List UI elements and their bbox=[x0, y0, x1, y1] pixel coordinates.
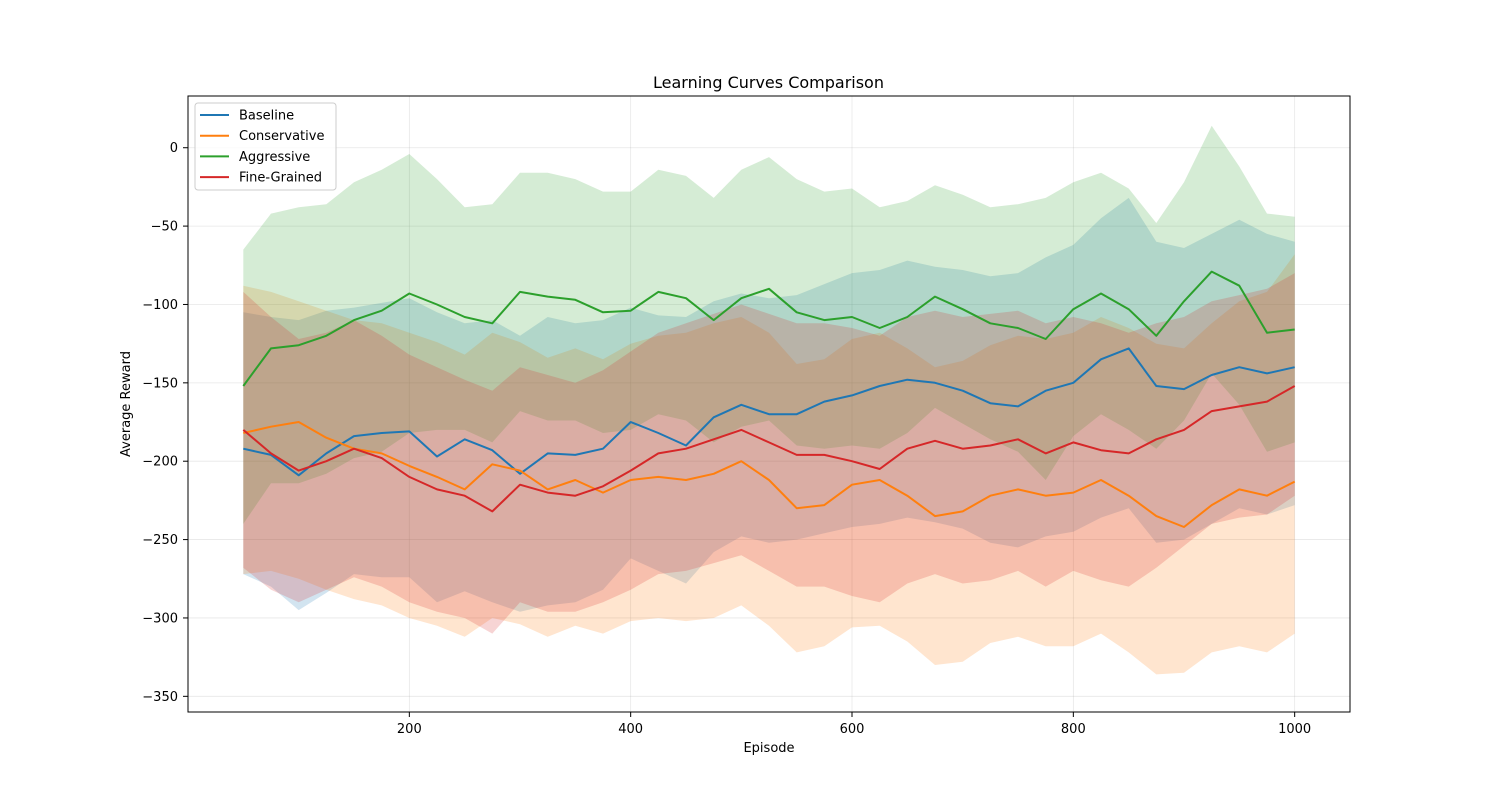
y-tick-label: −300 bbox=[142, 611, 178, 626]
y-axis: 0 −50 −100 −150 −200 −250 −300 −350 bbox=[142, 141, 188, 705]
x-tick-label: 600 bbox=[840, 722, 865, 737]
legend-label-conservative: Conservative bbox=[239, 129, 324, 144]
series-line-aggressive bbox=[242, 270, 1295, 387]
confidence-band-fine-grained bbox=[243, 273, 1295, 634]
confidence-band-baseline bbox=[243, 197, 1295, 612]
y-tick-label: −350 bbox=[142, 690, 178, 705]
x-axis: 200 400 600 800 1000 bbox=[397, 712, 1311, 737]
plot-frame bbox=[187, 95, 1351, 713]
series-line-fine-grained bbox=[242, 385, 1296, 513]
legend-label-baseline: Baseline bbox=[239, 109, 294, 124]
y-tick-label: −50 bbox=[151, 220, 178, 235]
confidence-band-aggressive bbox=[243, 125, 1295, 524]
legend-label-aggressive: Aggressive bbox=[239, 150, 310, 165]
series-line-conservative bbox=[243, 421, 1296, 528]
chart-title: Learning Curves Comparison bbox=[653, 73, 884, 92]
x-tick-label: 1000 bbox=[1278, 722, 1311, 737]
y-tick-label: 0 bbox=[170, 141, 178, 156]
x-tick-label: 400 bbox=[618, 722, 643, 737]
y-tick-label: −100 bbox=[142, 298, 178, 313]
confidence-bands bbox=[243, 125, 1295, 675]
series-line-baseline bbox=[243, 347, 1295, 477]
mean-lines bbox=[242, 270, 1296, 528]
grid bbox=[188, 96, 1350, 712]
confidence-band-conservative bbox=[243, 254, 1295, 675]
legend-box bbox=[194, 102, 337, 191]
y-tick-label: −150 bbox=[142, 376, 178, 391]
x-tick-label: 200 bbox=[397, 722, 422, 737]
x-tick-label: 800 bbox=[1061, 722, 1086, 737]
x-axis-label: Episode bbox=[743, 741, 794, 756]
y-axis-label: Average Reward bbox=[119, 351, 134, 457]
legend: Baseline Conservative Aggressive Fine-Grain… bbox=[194, 102, 337, 191]
y-tick-label: −250 bbox=[142, 533, 178, 548]
legend-label-fine-grained: Fine-Grained bbox=[239, 171, 322, 186]
y-tick-label: −200 bbox=[142, 455, 178, 470]
